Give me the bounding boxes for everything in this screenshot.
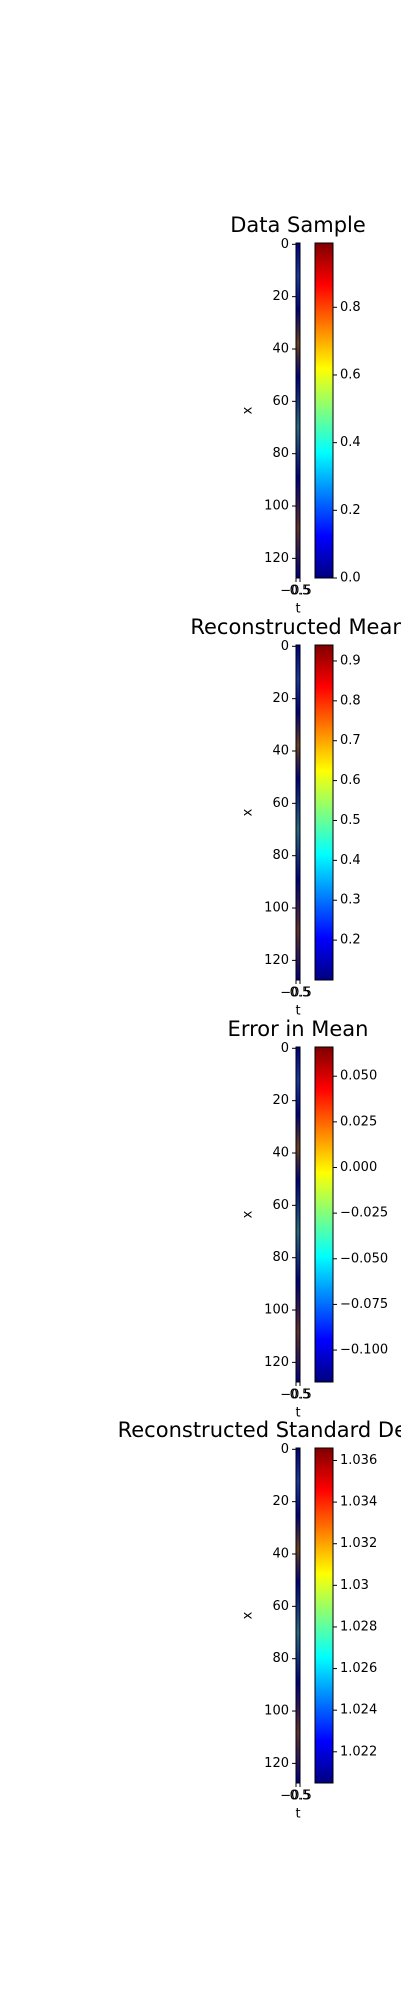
colorbar-tick-label: 0.050 — [340, 1069, 377, 1084]
colorbar-tick-label: 1.032 — [340, 1536, 377, 1551]
y-tick-label: 100 — [264, 1704, 289, 1719]
colorbar-tick-label: 0.025 — [340, 1114, 377, 1129]
colorbar — [314, 644, 334, 981]
chart-title: Data Sample — [230, 213, 366, 237]
chart-title: Reconstructed Standard Deviation — [118, 1418, 401, 1442]
colorbar-tick-label: 0.5 — [340, 813, 361, 828]
y-axis-label: x — [241, 1611, 256, 1619]
x-axis-label: t — [295, 1406, 300, 1421]
y-tick-label: 40 — [272, 1145, 289, 1160]
chart-title: Reconstructed Mean — [190, 615, 401, 639]
colorbar-tick-label: 0.8 — [340, 693, 361, 708]
y-tick-label: 80 — [272, 848, 289, 863]
colorbar-tick-label: 0.6 — [340, 367, 361, 382]
colorbar — [314, 1046, 334, 1383]
colorbar-tick-label: 1.03 — [340, 1578, 369, 1593]
axes-frame — [295, 644, 301, 981]
y-tick-label: 100 — [264, 1303, 289, 1318]
image-strip — [296, 645, 300, 980]
colorbar-tick-label: 0.4 — [340, 853, 361, 868]
y-tick-label: 20 — [272, 1093, 289, 1108]
colorbar-tick-label: 0.2 — [340, 503, 361, 518]
x-tick-label: −0.5 — [280, 1388, 312, 1403]
y-tick-label: 120 — [264, 953, 289, 968]
y-tick-label: 40 — [272, 743, 289, 758]
y-tick-label: 0 — [281, 1442, 289, 1457]
colorbar-tick-label: 1.022 — [340, 1744, 377, 1759]
colorbar-tick-label: 1.034 — [340, 1495, 377, 1510]
colorbar-tick-label: 1.026 — [340, 1661, 377, 1676]
image-strip — [296, 1448, 300, 1783]
y-axis-label: x — [241, 406, 256, 414]
axes-frame — [295, 242, 301, 579]
colorbar-tick-label: −0.075 — [340, 1297, 388, 1312]
x-tick-label: 0.5 — [290, 1789, 311, 1804]
y-axis-label: x — [241, 1210, 256, 1218]
x-axis-label: t — [295, 602, 300, 617]
y-tick-label: 80 — [272, 1250, 289, 1265]
colorbar — [314, 1447, 334, 1784]
colorbar-tick-label: 0.7 — [340, 733, 361, 748]
colorbar-tick-label: 0.8 — [340, 300, 361, 315]
y-tick-label: 60 — [272, 796, 289, 811]
y-tick-label: 80 — [272, 1651, 289, 1666]
x-tick-label: −0.5 — [280, 1789, 312, 1804]
y-tick-label: 60 — [272, 394, 289, 409]
axes-frame — [295, 1447, 301, 1784]
colorbar-tick-label: 0.000 — [340, 1160, 377, 1175]
x-tick-label: 0.5 — [290, 584, 311, 599]
image-strip — [296, 243, 300, 578]
y-tick-label: 120 — [264, 1355, 289, 1370]
y-tick-label: 40 — [272, 341, 289, 356]
colorbar-tick-label: 0.6 — [340, 773, 361, 788]
axes-frame — [295, 1046, 301, 1383]
y-tick-label: 20 — [272, 289, 289, 304]
y-tick-label: 0 — [281, 639, 289, 654]
colorbar-tick-label: 0.4 — [340, 435, 361, 450]
colorbar-tick-label: 0.9 — [340, 653, 361, 668]
y-tick-label: 20 — [272, 1494, 289, 1509]
y-tick-label: 60 — [272, 1198, 289, 1213]
y-axis-label: x — [241, 808, 256, 816]
colorbar-tick-label: −0.025 — [340, 1206, 388, 1221]
colorbar-tick-label: −0.050 — [340, 1251, 388, 1266]
colorbar-tick-label: 1.028 — [340, 1619, 377, 1634]
y-tick-label: 100 — [264, 901, 289, 916]
colorbar-tick-label: 1.024 — [340, 1703, 377, 1718]
x-tick-label: 0.5 — [290, 986, 311, 1001]
x-tick-label: −0.5 — [280, 584, 312, 599]
x-axis-label: t — [295, 1004, 300, 1019]
chart-title: Error in Mean — [228, 1017, 369, 1041]
colorbar-tick-label: 0.0 — [340, 571, 361, 586]
colorbar-tick-label: −0.100 — [340, 1343, 388, 1358]
y-tick-label: 80 — [272, 446, 289, 461]
colorbar — [314, 242, 334, 579]
x-tick-label: 0.5 — [290, 1388, 311, 1403]
x-axis-label: t — [295, 1807, 300, 1822]
y-tick-label: 20 — [272, 691, 289, 706]
y-tick-label: 60 — [272, 1599, 289, 1614]
image-strip — [296, 1047, 300, 1382]
y-tick-label: 120 — [264, 551, 289, 566]
y-tick-label: 40 — [272, 1546, 289, 1561]
y-tick-label: 0 — [281, 237, 289, 252]
y-tick-label: 100 — [264, 499, 289, 514]
y-tick-label: 0 — [281, 1041, 289, 1056]
colorbar-tick-label: 0.2 — [340, 933, 361, 948]
y-tick-label: 120 — [264, 1756, 289, 1771]
x-tick-label: −0.5 — [280, 986, 312, 1001]
colorbar-tick-label: 1.036 — [340, 1453, 377, 1468]
colorbar-tick-label: 0.3 — [340, 893, 361, 908]
